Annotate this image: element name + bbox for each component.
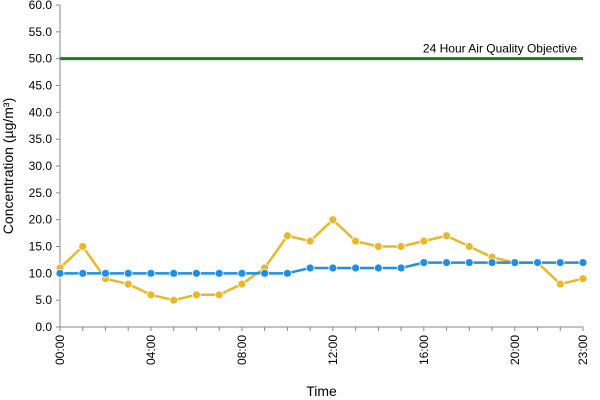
series-1-point [328, 215, 338, 225]
series-2-point [78, 268, 88, 278]
series-2-point [237, 268, 247, 278]
y-axis-title: Concentration (µg/m³) [0, 98, 16, 234]
x-axis-ticks: 00:00 04:00 08:00 12:00 16:00 20:00 23:00 [53, 327, 590, 365]
series-2-point [169, 268, 179, 278]
x-tick-label: 04:00 [144, 335, 158, 365]
series-1-point [555, 279, 565, 289]
series-1-point [146, 290, 156, 300]
series-2-point [260, 268, 270, 278]
series-1-point [123, 279, 133, 289]
series-1-point [464, 242, 474, 251]
series-1-point [578, 274, 588, 284]
series-1-point [442, 231, 451, 241]
series-2-point [578, 258, 588, 268]
y-tick-label: 60.0 [29, 0, 53, 12]
series-1-point [192, 290, 201, 300]
series-2-point [442, 258, 451, 268]
y-tick-label: 50.0 [29, 52, 53, 66]
x-tick-label: 08:00 [235, 335, 249, 365]
series-2-point [192, 268, 201, 278]
y-tick-label: 55.0 [29, 25, 53, 39]
series-1-point [78, 242, 88, 251]
series-2-point [373, 263, 383, 273]
reference-lines: 24 Hour Air Quality Objective [60, 42, 583, 61]
series-2-point [419, 258, 429, 268]
x-tick-label: 12:00 [326, 335, 340, 365]
series-2-point [555, 258, 565, 268]
y-tick-label: 5.0 [35, 293, 52, 307]
series-1-point [282, 231, 292, 241]
series-2-point [214, 268, 224, 278]
series-2-point [123, 268, 133, 278]
series-line-1 [59, 218, 584, 302]
series-2-point [305, 263, 315, 273]
y-tick-label: 25.0 [29, 186, 53, 200]
x-tick-label: 20:00 [508, 335, 522, 365]
x-tick-label: 00:00 [53, 335, 67, 365]
y-tick-label: 35.0 [29, 132, 53, 146]
series-2-point [533, 258, 542, 268]
series-2-point [510, 258, 520, 268]
y-tick-label: 0.0 [35, 320, 52, 334]
objective-label: 24 Hour Air Quality Objective [423, 42, 577, 56]
x-axis-title: Time [306, 383, 337, 399]
y-axis-ticks: 0.0 5.0 10.0 15.0 20.0 25.0 30.0 35.0 40.0 45.0 50… [29, 0, 60, 334]
series-2-point [282, 268, 292, 278]
y-tick-label: 10.0 [29, 266, 53, 280]
x-tick-label: 23:00 [576, 335, 590, 365]
series-1-point [351, 236, 361, 246]
series-2-point [487, 258, 497, 268]
y-tick-label: 40.0 [29, 105, 53, 119]
series-1-point [169, 295, 179, 305]
y-tick-label: 45.0 [29, 79, 53, 93]
series-2-point [55, 268, 65, 278]
x-tick-label: 16:00 [417, 335, 431, 365]
series-2-point [396, 263, 406, 273]
series-1-point [419, 236, 429, 246]
series-line-2 [60, 261, 583, 275]
y-tick-label: 20.0 [29, 213, 53, 227]
series-1-point [214, 290, 224, 300]
series-2-point [146, 268, 156, 278]
series-1-point [373, 242, 383, 251]
series-2-point [464, 258, 474, 268]
series-1-point [237, 279, 247, 289]
y-tick-label: 30.0 [29, 159, 53, 173]
y-tick-label: 15.0 [29, 240, 53, 254]
series-2-point [101, 268, 110, 278]
data-series [55, 215, 588, 305]
series-1-point [305, 236, 315, 246]
series-1-point [396, 242, 406, 251]
series-2-point [328, 263, 338, 273]
series-2-point [351, 263, 361, 273]
